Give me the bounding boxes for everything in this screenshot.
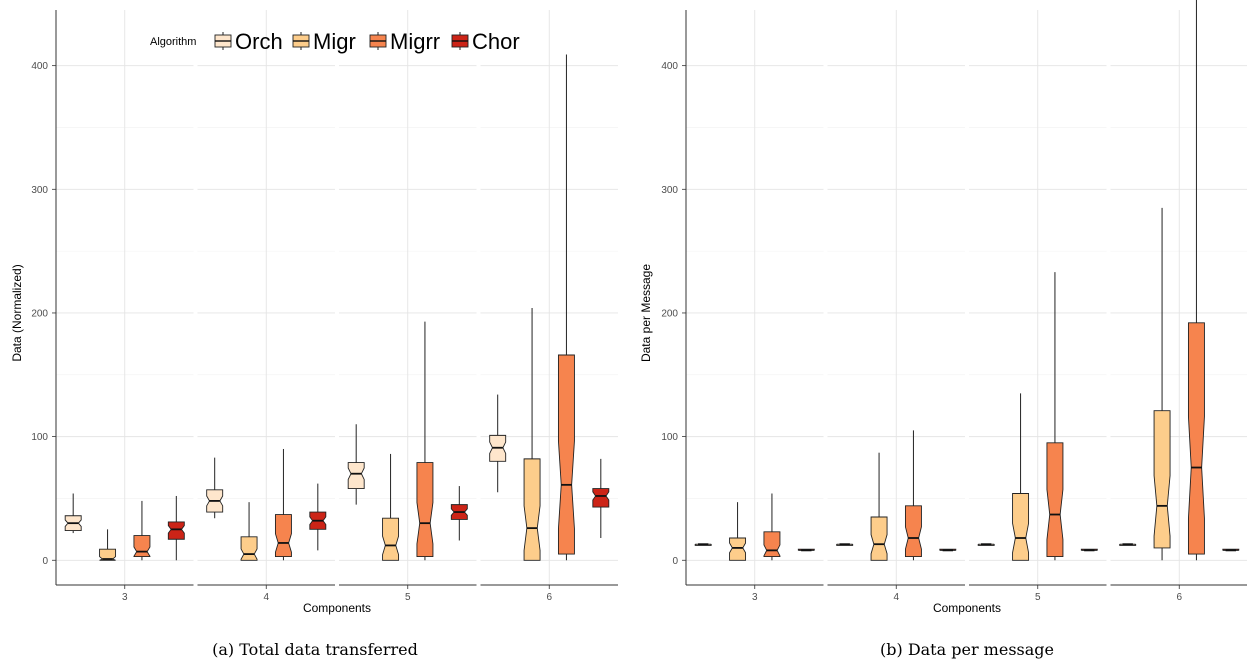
panel-a-x-tick-label: 3: [122, 592, 128, 603]
panel-a-box-orch-6: [489, 394, 507, 493]
box-body: [592, 488, 610, 508]
legend-label-orch: Orch: [235, 29, 283, 54]
panel-b-x-tick-label: 3: [752, 592, 758, 603]
panel-b-facet-4: 4: [827, 10, 965, 603]
panel-b-box-migrr-4: [904, 430, 922, 561]
box-body: [1187, 322, 1205, 555]
panel-b-box-orch-5: [977, 543, 995, 546]
panel-b-y-tick-label: 0: [672, 556, 678, 567]
panel-b-y-tick-label: 300: [661, 185, 678, 196]
box-body: [347, 462, 365, 489]
panel-a-x-axis-title: Components: [303, 601, 371, 615]
legend-label-chor: Chor: [472, 29, 520, 54]
legend-label-migr: Migr: [313, 29, 356, 54]
panel-a-box-chor-4: [309, 483, 327, 551]
panel-b-x-tick-label: 6: [1176, 592, 1182, 603]
panel-b-box-orch-6: [1119, 543, 1137, 546]
panel-b-box-chor-4: [939, 548, 957, 552]
panel-b-box-migr-5: [1012, 393, 1030, 561]
box-body: [382, 517, 400, 561]
panel-a-facet-5: 5: [339, 10, 477, 603]
panel-a-y-tick-label: 200: [31, 308, 48, 319]
legend: Algorithm Orch Migr Migrr Chor: [150, 29, 520, 54]
panel-b-box-chor-6: [1222, 548, 1240, 552]
panel-a-x-tick-label: 4: [263, 592, 269, 603]
box-body: [904, 505, 922, 558]
panel-a-y-axis-title: Data (Normalized): [10, 264, 24, 361]
panel-a-box-orch-5: [347, 424, 365, 505]
panel-b-x-tick-label: 5: [1035, 592, 1041, 603]
box-body: [729, 537, 747, 561]
panel-a-y-tick-label: 100: [31, 432, 48, 443]
panel-a-box-migrr-3: [133, 500, 151, 561]
box-body: [557, 354, 575, 555]
panel-b-box-migr-4: [870, 452, 888, 561]
panel-b-box-migr-6: [1153, 207, 1171, 561]
box-body: [1153, 410, 1171, 549]
panel-a-box-orch-3: [64, 493, 82, 534]
panel-a-box-migr-4: [240, 502, 258, 561]
panel-b-box-chor-3: [797, 548, 815, 552]
panel-b-facet-5: 5: [969, 10, 1107, 603]
panel-b-box-migr-3: [729, 502, 747, 561]
panel-a-y-tick-label: 300: [31, 185, 48, 196]
panel-a-box-chor-5: [450, 486, 468, 541]
box-body: [416, 462, 434, 558]
legend-title: Algorithm: [150, 36, 196, 48]
box-body: [763, 531, 781, 558]
panel-b-caption: (b) Data per message: [880, 640, 1054, 659]
panel-b-y-tick-label: 400: [661, 61, 678, 72]
panel-a-box-migr-6: [523, 308, 541, 561]
panel-a-caption: (a) Total data transferred: [212, 640, 418, 659]
panel-b-box-chor-5: [1080, 548, 1098, 552]
panel-a-box-migr-3: [99, 529, 117, 561]
panel-a-facet-4: 4: [197, 10, 335, 603]
legend-label-migrr: Migrr: [390, 29, 440, 54]
box-body: [99, 548, 117, 561]
panel-b-x-tick-label: 4: [893, 592, 899, 603]
box-body: [240, 536, 258, 561]
panel-b-x-axis-title: Components: [933, 601, 1001, 615]
panel-a-y-tick-label: 400: [31, 61, 48, 72]
panel-b-facet-6: 6: [1110, 0, 1247, 603]
panel-b-data-per-message: 0 100 200 300 400 3 4 5 6: [661, 0, 1247, 603]
panel-b-y-tick-label: 100: [661, 432, 678, 443]
panel-a-x-tick-label: 6: [546, 592, 552, 603]
panel-a-facet-6: 6: [480, 10, 618, 603]
panel-a-box-chor-3: [167, 495, 185, 561]
panel-a-facet-3: 3: [56, 10, 194, 603]
panel-a-box-migrr-6: [557, 54, 575, 561]
box-body: [133, 535, 151, 558]
box-body: [1012, 493, 1030, 561]
legend-key-migr: [292, 32, 310, 50]
panel-a-box-chor-6: [592, 458, 610, 539]
panel-b-box-migrr-5: [1046, 272, 1064, 561]
panel-a-box-migrr-5: [416, 321, 434, 561]
box-body: [167, 521, 185, 540]
panel-b-facet-3: 3: [686, 10, 824, 603]
panel-b-box-orch-3: [694, 543, 712, 546]
panel-b-box-migrr-6: [1187, 0, 1205, 561]
legend-key-chor: [451, 32, 469, 50]
panel-b-y-axis-title: Data per Message: [639, 264, 653, 362]
panel-b-box-migrr-3: [763, 493, 781, 561]
panel-b-box-orch-4: [836, 543, 854, 546]
box-body: [274, 514, 292, 558]
box-body: [523, 458, 541, 561]
panel-a-box-orch-4: [206, 457, 224, 519]
panel-b-y-tick-label: 200: [661, 308, 678, 319]
legend-key-orch: [214, 32, 232, 50]
panel-a-box-migr-5: [382, 453, 400, 561]
panel-a-y-tick-label: 0: [42, 556, 48, 567]
box-body: [1046, 442, 1064, 558]
panel-a-total-data: 0 100 200 300 400 3 4 5 6: [31, 10, 618, 603]
panel-a-box-migrr-4: [274, 448, 292, 561]
legend-key-migrr: [369, 32, 387, 50]
panel-a-x-tick-label: 5: [405, 592, 411, 603]
box-body: [870, 516, 888, 561]
